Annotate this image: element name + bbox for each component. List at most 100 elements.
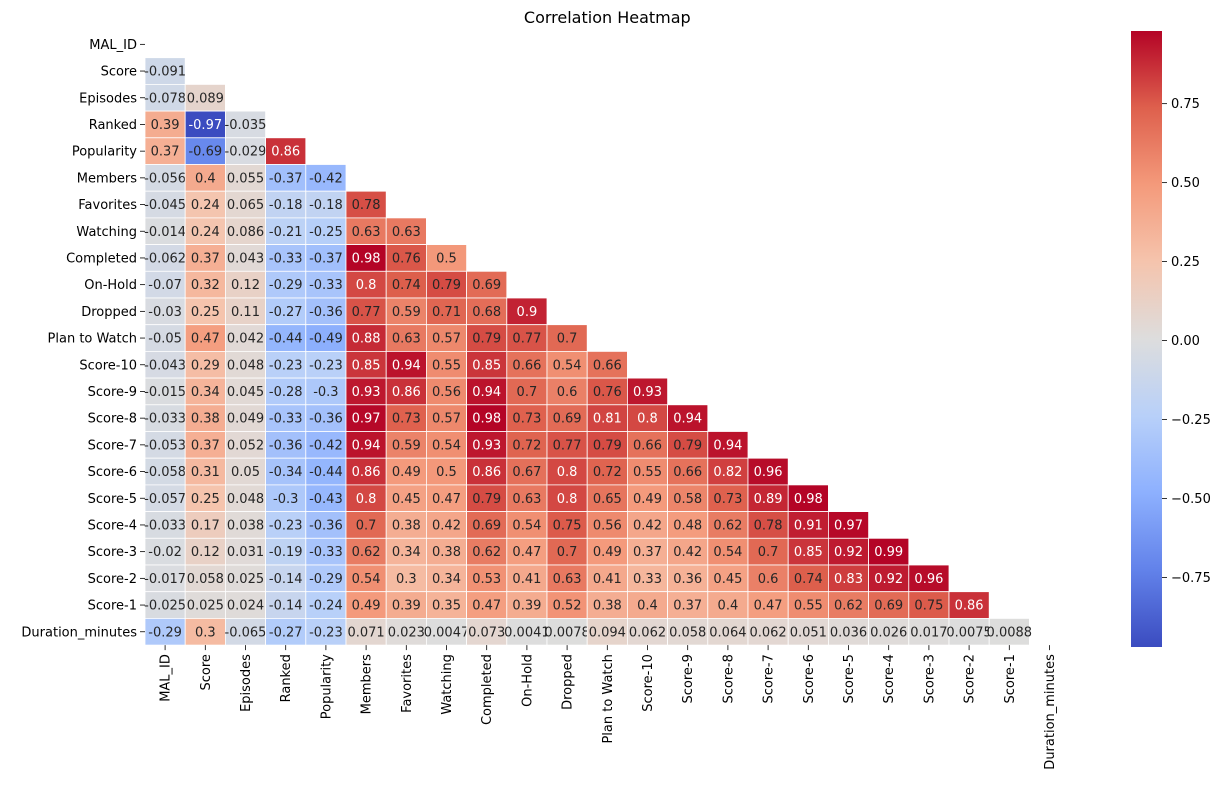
heatmap-cell-label-11-0: -0.05 [148, 332, 182, 347]
heatmap-cell-20-15 [747, 564, 789, 593]
y-tick-label-0: MAL_ID [89, 38, 137, 53]
colorbar-tick-label-2: 0.25 [1171, 255, 1200, 270]
heatmap-cell-16-15 [747, 457, 789, 486]
heatmap-cell-label-21-13: 0.37 [673, 599, 702, 614]
heatmap-cell-label-2-0: -0.078 [144, 91, 186, 106]
heatmap-cell-label-11-5: 0.88 [352, 332, 381, 347]
heatmap-cell-label-15-10: 0.77 [553, 438, 582, 453]
heatmap-cell-label-15-4: -0.42 [309, 438, 343, 453]
heatmap-cell-17-14 [707, 484, 749, 512]
heatmap-cell-label-22-11: 0.094 [589, 625, 626, 640]
heatmap-cell-label-16-3: -0.34 [269, 465, 303, 480]
heatmap-cell-label-6-5: 0.78 [352, 198, 381, 213]
heatmap-cell-label-8-5: 0.98 [352, 251, 381, 266]
heatmap-cell-11-10 [546, 324, 588, 352]
heatmap-cell-label-3-2: -0.035 [225, 118, 267, 133]
heatmap-cell-label-14-10: 0.69 [553, 412, 582, 427]
heatmap-cell-label-21-7: 0.35 [432, 599, 461, 614]
heatmap-cell-label-22-17: 0.036 [830, 625, 867, 640]
heatmap-cell-label-9-6: 0.74 [392, 278, 421, 293]
heatmap-cell-22-3 [265, 618, 307, 646]
heatmap-cell-label-7-4: -0.25 [309, 225, 343, 240]
heatmap-cell-label-10-2: 0.11 [231, 305, 260, 320]
heatmap-cell-label-18-17: 0.97 [834, 518, 863, 533]
heatmap-cell-19-6 [385, 537, 427, 566]
heatmap-cell-label-17-7: 0.47 [432, 492, 461, 507]
heatmap-cell-label-17-10: 0.8 [557, 492, 578, 507]
heatmap-cell-17-8 [466, 484, 508, 512]
heatmap-cell-22-18 [868, 618, 910, 646]
heatmap-cell-20-4 [305, 564, 347, 593]
heatmap-cell-label-13-12: 0.93 [633, 385, 662, 400]
chart-title: Correlation Heatmap [524, 8, 691, 27]
heatmap-cell-label-20-19: 0.96 [914, 572, 943, 587]
y-tick-label-16: Score-6 [88, 465, 137, 480]
heatmap-cell-label-17-1: 0.25 [191, 492, 220, 507]
heatmap-cell-label-12-3: -0.23 [269, 358, 303, 373]
heatmap-cell-6-2 [224, 190, 266, 219]
heatmap-cell-label-22-21: 0.0088 [987, 625, 1033, 640]
colorbar: 0.75 0.50 0.25 0.00 −0.25 −0.50 −0.75 [1131, 31, 1211, 647]
x-tick-label-8: Completed [480, 654, 495, 725]
heatmap-cell-11-0 [144, 324, 186, 352]
heatmap-cell-label-5-4: -0.42 [309, 171, 343, 186]
heatmap-cell-15-9 [506, 431, 548, 459]
heatmap-cell-label-22-3: -0.27 [269, 625, 303, 640]
heatmap-cell-label-22-5: 0.071 [347, 625, 384, 640]
heatmap-cell-label-16-8: 0.86 [472, 465, 501, 480]
heatmap-cell-20-0 [144, 564, 186, 593]
heatmap-cell-17-10 [546, 484, 588, 512]
heatmap-cell-22-20 [948, 618, 990, 646]
y-tick-label-2: Episodes [79, 91, 137, 106]
heatmap-cell-10-5 [345, 297, 387, 326]
heatmap-cell-22-4 [305, 618, 347, 646]
heatmap-cell-label-19-5: 0.62 [352, 545, 381, 560]
heatmap-cell-label-18-12: 0.42 [633, 518, 662, 533]
y-tick-label-22: Duration_minutes [21, 625, 137, 640]
heatmap-cell-label-11-8: 0.79 [472, 332, 501, 347]
heatmap-cell-label-18-4: -0.36 [309, 518, 343, 533]
y-tick-label-19: Score-3 [88, 545, 137, 560]
heatmap-cell-label-18-1: 0.17 [191, 518, 220, 533]
colorbar-tick-label-3: 0.00 [1171, 334, 1200, 349]
heatmap-cell-label-11-10: 0.7 [557, 332, 578, 347]
heatmap-cell-20-16 [787, 564, 829, 593]
heatmap-cell-10-0 [144, 297, 186, 326]
heatmap-cell-label-22-7: 0.0047 [424, 625, 470, 640]
heatmap-cell-label-20-6: 0.3 [396, 572, 417, 587]
heatmap-cell-12-10 [546, 350, 588, 379]
y-axis-tick-labels: MAL_ID Score Episodes Ranked Popularity Membe… [21, 38, 145, 640]
heatmap-cell-label-22-20: 0.0075 [946, 625, 992, 640]
heatmap-cell-label-9-1: 0.32 [191, 278, 220, 293]
heatmap-cell-8-7 [425, 244, 467, 272]
heatmap-cell-21-5 [345, 591, 387, 619]
heatmap-cell-10-9 [506, 297, 548, 326]
heatmap-cell-label-18-8: 0.69 [472, 518, 501, 533]
heatmap-cell-label-22-1: 0.3 [195, 625, 216, 640]
heatmap-cell-label-13-5: 0.93 [352, 385, 381, 400]
heatmap-cell-label-15-1: 0.37 [191, 438, 220, 453]
heatmap-cell-17-6 [385, 484, 427, 512]
heatmap-cell-label-4-0: 0.37 [151, 145, 180, 160]
heatmap-cell-17-13 [667, 484, 709, 512]
y-tick-label-3: Ranked [89, 118, 137, 133]
heatmap-cell-15-12 [627, 431, 669, 459]
heatmap-cell-18-3 [265, 511, 307, 539]
heatmap-cell-label-4-1: -0.69 [188, 145, 222, 160]
heatmap-cell-label-14-6: 0.73 [392, 412, 421, 427]
heatmap-cell-20-11 [586, 564, 628, 593]
heatmap-cell-label-21-20: 0.86 [955, 599, 984, 614]
heatmap-cell-label-15-7: 0.54 [432, 438, 461, 453]
heatmap-cell-2-0 [144, 84, 186, 112]
heatmap-cell-15-14 [707, 431, 749, 459]
heatmap-cell-label-17-3: -0.3 [273, 492, 298, 507]
heatmap-cell-label-21-12: 0.4 [637, 599, 658, 614]
heatmap-cell-label-19-16: 0.85 [794, 545, 823, 560]
y-tick-label-11: Plan to Watch [48, 332, 137, 347]
heatmap-cell-label-17-5: 0.8 [356, 492, 377, 507]
x-tick-label-21: Score-1 [1003, 654, 1018, 703]
heatmap-cell-14-6 [385, 404, 427, 432]
heatmap-cell-label-21-3: -0.14 [269, 599, 303, 614]
heatmap-cell-6-5 [345, 190, 387, 219]
heatmap-cell-label-19-1: 0.12 [191, 545, 220, 560]
